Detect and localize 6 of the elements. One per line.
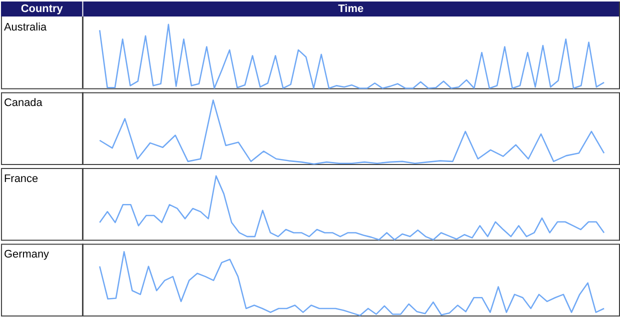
chart-title: Australia (4, 21, 48, 34)
text: Time (338, 2, 364, 15)
text: Country (20, 2, 64, 15)
chart-title: France (4, 172, 38, 185)
chart-title: Canada (4, 97, 44, 110)
chart-title: Germany (4, 248, 50, 261)
